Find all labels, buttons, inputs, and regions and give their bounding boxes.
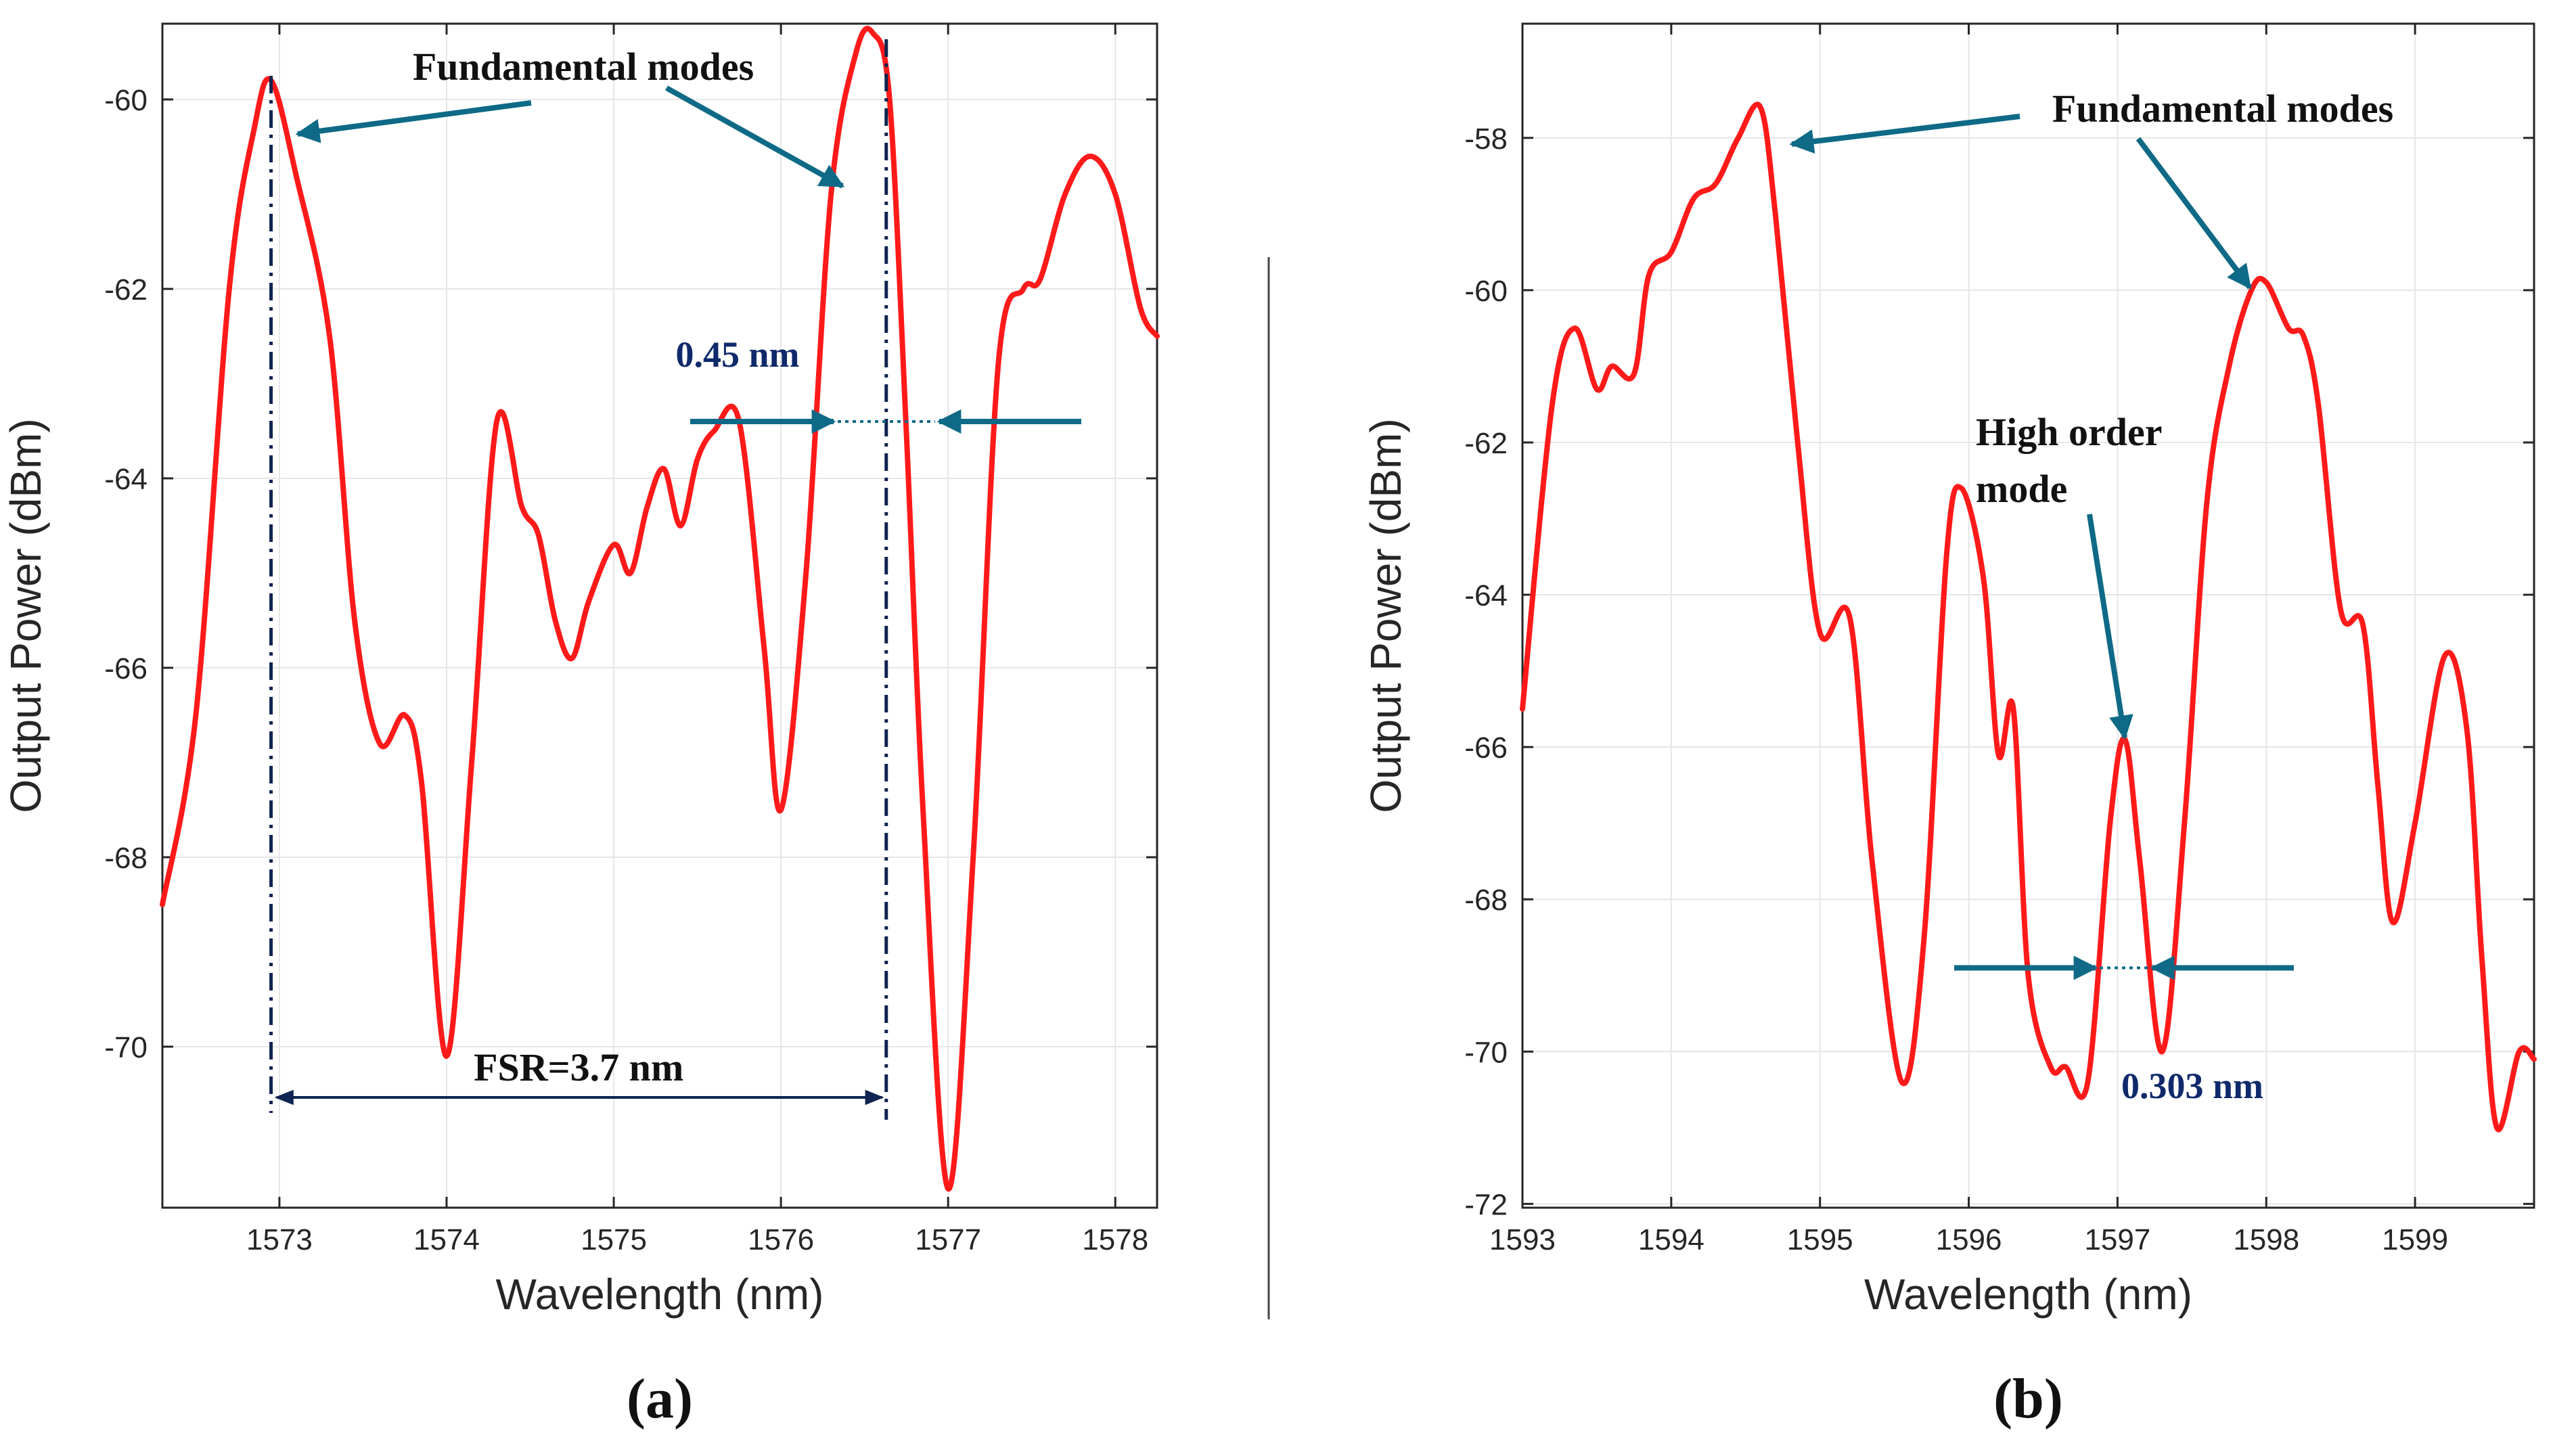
x-tick-label: 1595 xyxy=(1787,1223,1853,1256)
panel-b-chart: 1593 1594 1595 1596 1597 1598 1599 -58 -60 -62 -64… xyxy=(1361,22,2537,1430)
x-tick-label: 1578 xyxy=(1082,1223,1148,1256)
x-tick-label: 1573 xyxy=(246,1223,313,1256)
panel-a-ticks xyxy=(162,24,1157,1208)
panel-b-high-order-label-line2: mode xyxy=(1976,467,2067,511)
x-tick-label: 1576 xyxy=(748,1223,814,1256)
y-tick-label: -70 xyxy=(104,1031,148,1064)
x-tick-label: 1577 xyxy=(915,1223,981,1256)
x-tick-label: 1575 xyxy=(581,1223,647,1256)
panel-b-grid xyxy=(1522,24,2534,1208)
panel-a-series-line xyxy=(160,26,1160,1192)
y-tick-label: -66 xyxy=(1464,731,1508,765)
y-tick-label: -58 xyxy=(1464,122,1508,156)
x-tick-label: 1574 xyxy=(413,1223,480,1256)
panel-a-y-axis-label: Output Power (dBm) xyxy=(1,418,50,813)
panel-b-plot-frame xyxy=(1521,22,2535,1209)
panel-b-linewidth-label: 0.303 nm xyxy=(2121,1066,2263,1106)
panel-a-x-axis-label: Wavelength (nm) xyxy=(496,1270,824,1319)
x-tick-label: 1599 xyxy=(2382,1223,2448,1256)
panel-b-ticks xyxy=(1521,24,2534,1208)
panel-b-x-axis-label: Wavelength (nm) xyxy=(1864,1270,2192,1319)
x-tick-label: 1594 xyxy=(1638,1223,1704,1256)
panel-b-high-order-label-line1: High order xyxy=(1976,410,2162,454)
panel-a-fundamental-modes-label: Fundamental modes xyxy=(413,45,754,89)
y-tick-label: -60 xyxy=(1464,275,1508,308)
panel-a-tick-labels: 1573 1574 1575 1576 1577 1578 -60 -62 -64 -66 -68 -… xyxy=(104,84,1148,1256)
x-tick-label: 1596 xyxy=(1936,1223,2002,1256)
panel-b-fundamental-arrow-right xyxy=(2136,137,2253,290)
panel-a-fundamental-arrow-left xyxy=(295,100,532,143)
panel-b-label: (b) xyxy=(1993,1367,2063,1430)
x-tick-label: 1597 xyxy=(2084,1223,2150,1256)
y-tick-label: -62 xyxy=(104,273,148,306)
y-tick-label: -68 xyxy=(104,842,148,875)
panel-a-plot-frame xyxy=(161,22,1158,1209)
x-tick-label: 1598 xyxy=(2233,1223,2299,1256)
y-tick-label: -70 xyxy=(1464,1036,1508,1069)
panel-a-label: (a) xyxy=(627,1367,693,1430)
panel-b-series-line xyxy=(1520,101,2537,1133)
y-tick-label: -64 xyxy=(1464,579,1508,612)
panel-b-tick-labels: 1593 1594 1595 1596 1597 1598 1599 -58 -60 -62 -64… xyxy=(1464,122,2448,1256)
y-tick-label: -68 xyxy=(1464,884,1508,917)
panel-a-chart: 1573 1574 1575 1576 1577 1578 -60 -62 -64 -66 -68 -… xyxy=(1,22,1160,1430)
y-tick-label: -72 xyxy=(1464,1188,1508,1221)
panel-a-fundamental-arrow-right xyxy=(665,85,845,189)
panel-b-fundamental-modes-label: Fundamental modes xyxy=(2052,87,2393,131)
panel-b-y-axis-label: Output Power (dBm) xyxy=(1361,418,1410,813)
y-tick-label: -66 xyxy=(104,652,148,685)
y-tick-label: -64 xyxy=(104,463,148,496)
panel-b-fundamental-arrow-left xyxy=(1789,114,2020,154)
y-tick-label: -60 xyxy=(104,84,148,117)
y-tick-label: -62 xyxy=(1464,427,1508,460)
panel-b-high-order-arrow xyxy=(2087,514,2133,740)
panel-a-grid xyxy=(162,24,1157,1208)
x-tick-label: 1593 xyxy=(1489,1223,1556,1256)
panel-a-linewidth-label: 0.45 nm xyxy=(675,334,799,375)
panel-a-fsr-label: FSR=3.7 nm xyxy=(474,1045,683,1089)
